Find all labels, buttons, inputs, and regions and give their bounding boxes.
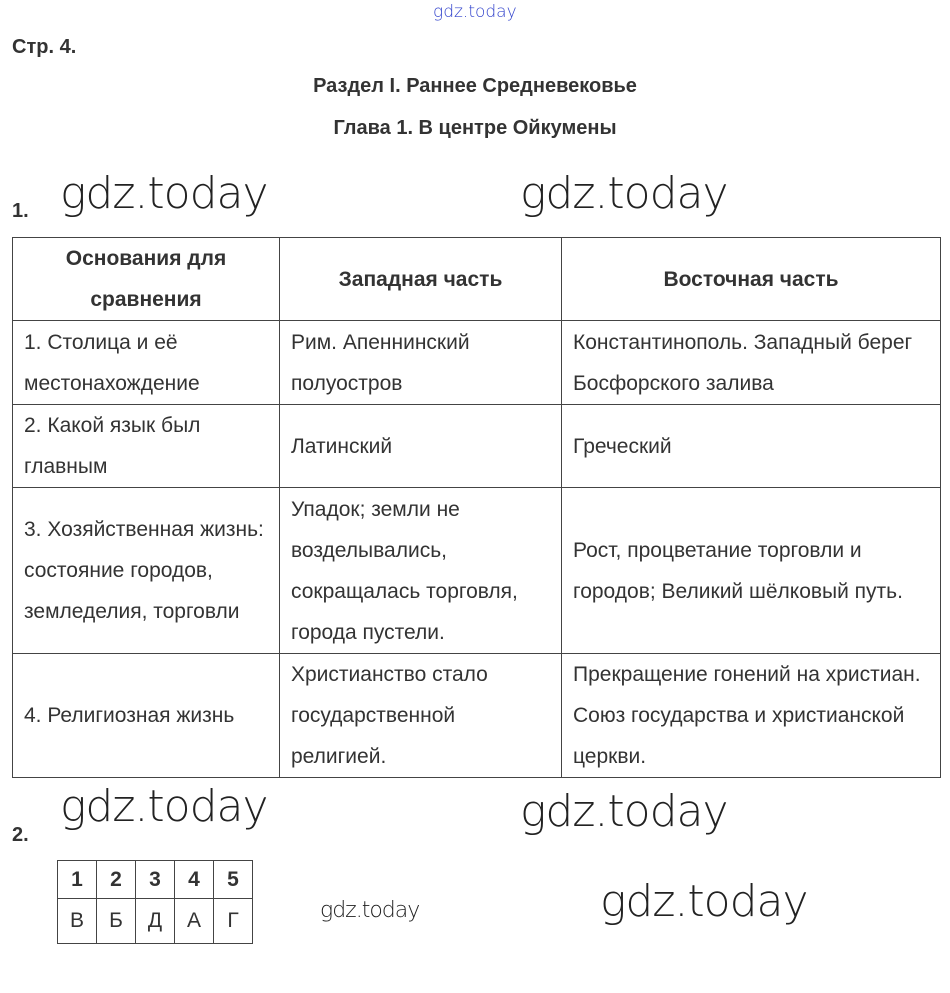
table-header-row: Основания для сравнения Западная часть В… xyxy=(12,237,941,321)
comparison-table: Основания для сравнения Западная часть В… xyxy=(12,237,941,778)
section-title: Раздел I. Раннее Средневековье xyxy=(313,75,637,97)
table-cell: Греческий xyxy=(561,404,941,488)
table-row: 1. Столица и её местонахождение Рим. Апе… xyxy=(12,320,941,405)
table-cell: 1. Столица и её местонахождение xyxy=(12,320,280,405)
watermark: gdz.today xyxy=(60,168,269,219)
answer-letter: Г xyxy=(213,898,253,944)
table-cell: Упадок; земли не возделывались, сокращал… xyxy=(279,487,562,654)
header-cell: Западная часть xyxy=(279,237,562,321)
table-cell: Латинский xyxy=(279,404,562,488)
answer-table: 1 2 3 4 5 В Б Д А Г xyxy=(57,860,253,944)
answer-letter: Б xyxy=(96,898,136,944)
top-watermark: gdz.today xyxy=(433,2,517,22)
watermark: gdz.today xyxy=(520,786,729,837)
chapter-title: Глава 1. В центре Ойкумены xyxy=(333,117,617,139)
watermark: gdz.today xyxy=(320,898,420,923)
table-cell: Прекращение гонений на христиан. Союз го… xyxy=(561,653,941,778)
table-cell: Рост, процветание торговли и городов; Ве… xyxy=(561,487,941,654)
answer-letter: В xyxy=(57,898,97,944)
answer-letter: Д xyxy=(135,898,175,944)
watermark: gdz.today xyxy=(60,781,269,832)
answer-number: 4 xyxy=(174,860,214,899)
answer-number: 3 xyxy=(135,860,175,899)
page-label: Стр. 4. xyxy=(12,36,77,58)
table-cell: 2. Какой язык был главным xyxy=(12,404,280,488)
task2-number: 2. xyxy=(12,824,29,846)
table-cell: 4. Религиозная жизнь xyxy=(12,653,280,778)
table-cell: Константинополь. Западный берег Босфорск… xyxy=(561,320,941,405)
table-row: 3. Хозяйственная жизнь: состояние городо… xyxy=(12,487,941,654)
answer-number: 1 xyxy=(57,860,97,899)
table-row: 2. Какой язык был главным Латинский Греч… xyxy=(12,404,941,488)
answer-number-row: 1 2 3 4 5 xyxy=(57,860,253,899)
watermark: gdz.today xyxy=(520,168,729,219)
answer-number: 2 xyxy=(96,860,136,899)
answer-letter: А xyxy=(174,898,214,944)
header-cell: Восточная часть xyxy=(561,237,941,321)
answer-number: 5 xyxy=(213,860,253,899)
table-cell: Христианство стало государственной религ… xyxy=(279,653,562,778)
task1-number: 1. xyxy=(12,200,29,222)
table-row: 4. Религиозная жизнь Христианство стало … xyxy=(12,653,941,778)
table-cell: 3. Хозяйственная жизнь: состояние городо… xyxy=(12,487,280,654)
answer-letter-row: В Б Д А Г xyxy=(57,898,253,944)
watermark: gdz.today xyxy=(600,876,809,927)
header-cell: Основания для сравнения xyxy=(12,237,280,321)
table-cell: Рим. Апеннинский полуостров xyxy=(279,320,562,405)
